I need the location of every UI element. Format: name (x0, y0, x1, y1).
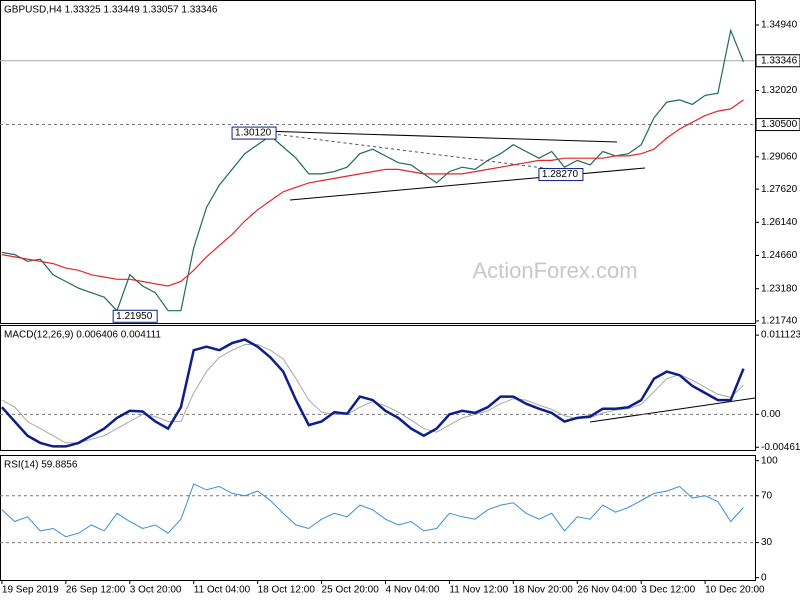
panel-title: MACD(12,26,9) 0.006406 0.004111 (4, 330, 161, 341)
y-tick-label: 30 (761, 537, 773, 548)
annotation-label: 1.21950 (116, 311, 153, 322)
y-tick-label: 1.21740 (761, 316, 798, 327)
series-line (0, 338, 745, 448)
x-tick-label: 26 Nov 04:00 (577, 585, 637, 596)
annotation-box (112, 309, 158, 323)
trendline (261, 130, 618, 143)
price-label-box (755, 54, 800, 68)
rsi-panel (0, 455, 756, 581)
price-label-box (755, 118, 800, 132)
y-tick-label: 100 (761, 455, 778, 466)
y-tick-label: 1.34940 (761, 20, 798, 31)
y-tick-label: 1.26140 (761, 217, 798, 228)
macd-panel (0, 325, 756, 451)
y-tick-label: 1.29060 (761, 151, 798, 162)
annotation-box (538, 168, 584, 182)
annotation-box (231, 126, 277, 140)
y-tick-label: 70 (761, 490, 773, 501)
x-tick-label: 11 Nov 12:00 (449, 585, 508, 596)
annotation-label: 1.30120 (235, 128, 272, 139)
x-tick-label: 18 Oct 12:00 (258, 585, 316, 596)
panel-title: RSI(14) 59.8856 (4, 460, 78, 471)
trendline (265, 132, 561, 171)
x-tick-label: 25 Oct 20:00 (322, 585, 380, 596)
x-tick-label: 26 Sep 12:00 (66, 585, 126, 596)
trendline (589, 397, 756, 423)
price-label: 1.33346 (761, 55, 798, 66)
x-tick-label: 3 Dec 12:00 (641, 585, 695, 596)
series-line (1, 28, 745, 312)
y-tick-label: -0.004617 (761, 442, 800, 453)
y-tick-label: 0.00 (761, 409, 781, 420)
x-tick-label: 18 Nov 20:00 (513, 585, 573, 596)
x-tick-label: 4 Nov 04:00 (385, 585, 439, 596)
watermark: ActionForex.com (472, 258, 637, 283)
price-panel (0, 0, 756, 324)
y-tick-label: 0 (761, 572, 767, 583)
x-tick-label: 10 Dec 20:00 (705, 585, 765, 596)
series-line (1, 483, 744, 538)
panel-title: GBPUSD,H4 1.33325 1.33449 1.33057 1.3334… (4, 5, 218, 16)
y-tick-label: 1.27620 (761, 184, 798, 195)
y-tick-label: 1.32020 (761, 85, 798, 96)
x-tick-label: 11 Oct 04:00 (194, 585, 251, 596)
y-tick-label: 1.24660 (761, 250, 798, 261)
trendline (289, 167, 646, 201)
y-tick-label: 1.23180 (761, 283, 798, 294)
series-line (1, 99, 744, 287)
x-tick-label: 3 Oct 20:00 (130, 585, 182, 596)
annotation-label: 1.28270 (542, 169, 579, 180)
price-label: 1.30500 (761, 119, 798, 130)
x-tick-label: 19 Sep 2019 (2, 585, 59, 596)
y-tick-label: 0.011123 (761, 330, 800, 341)
